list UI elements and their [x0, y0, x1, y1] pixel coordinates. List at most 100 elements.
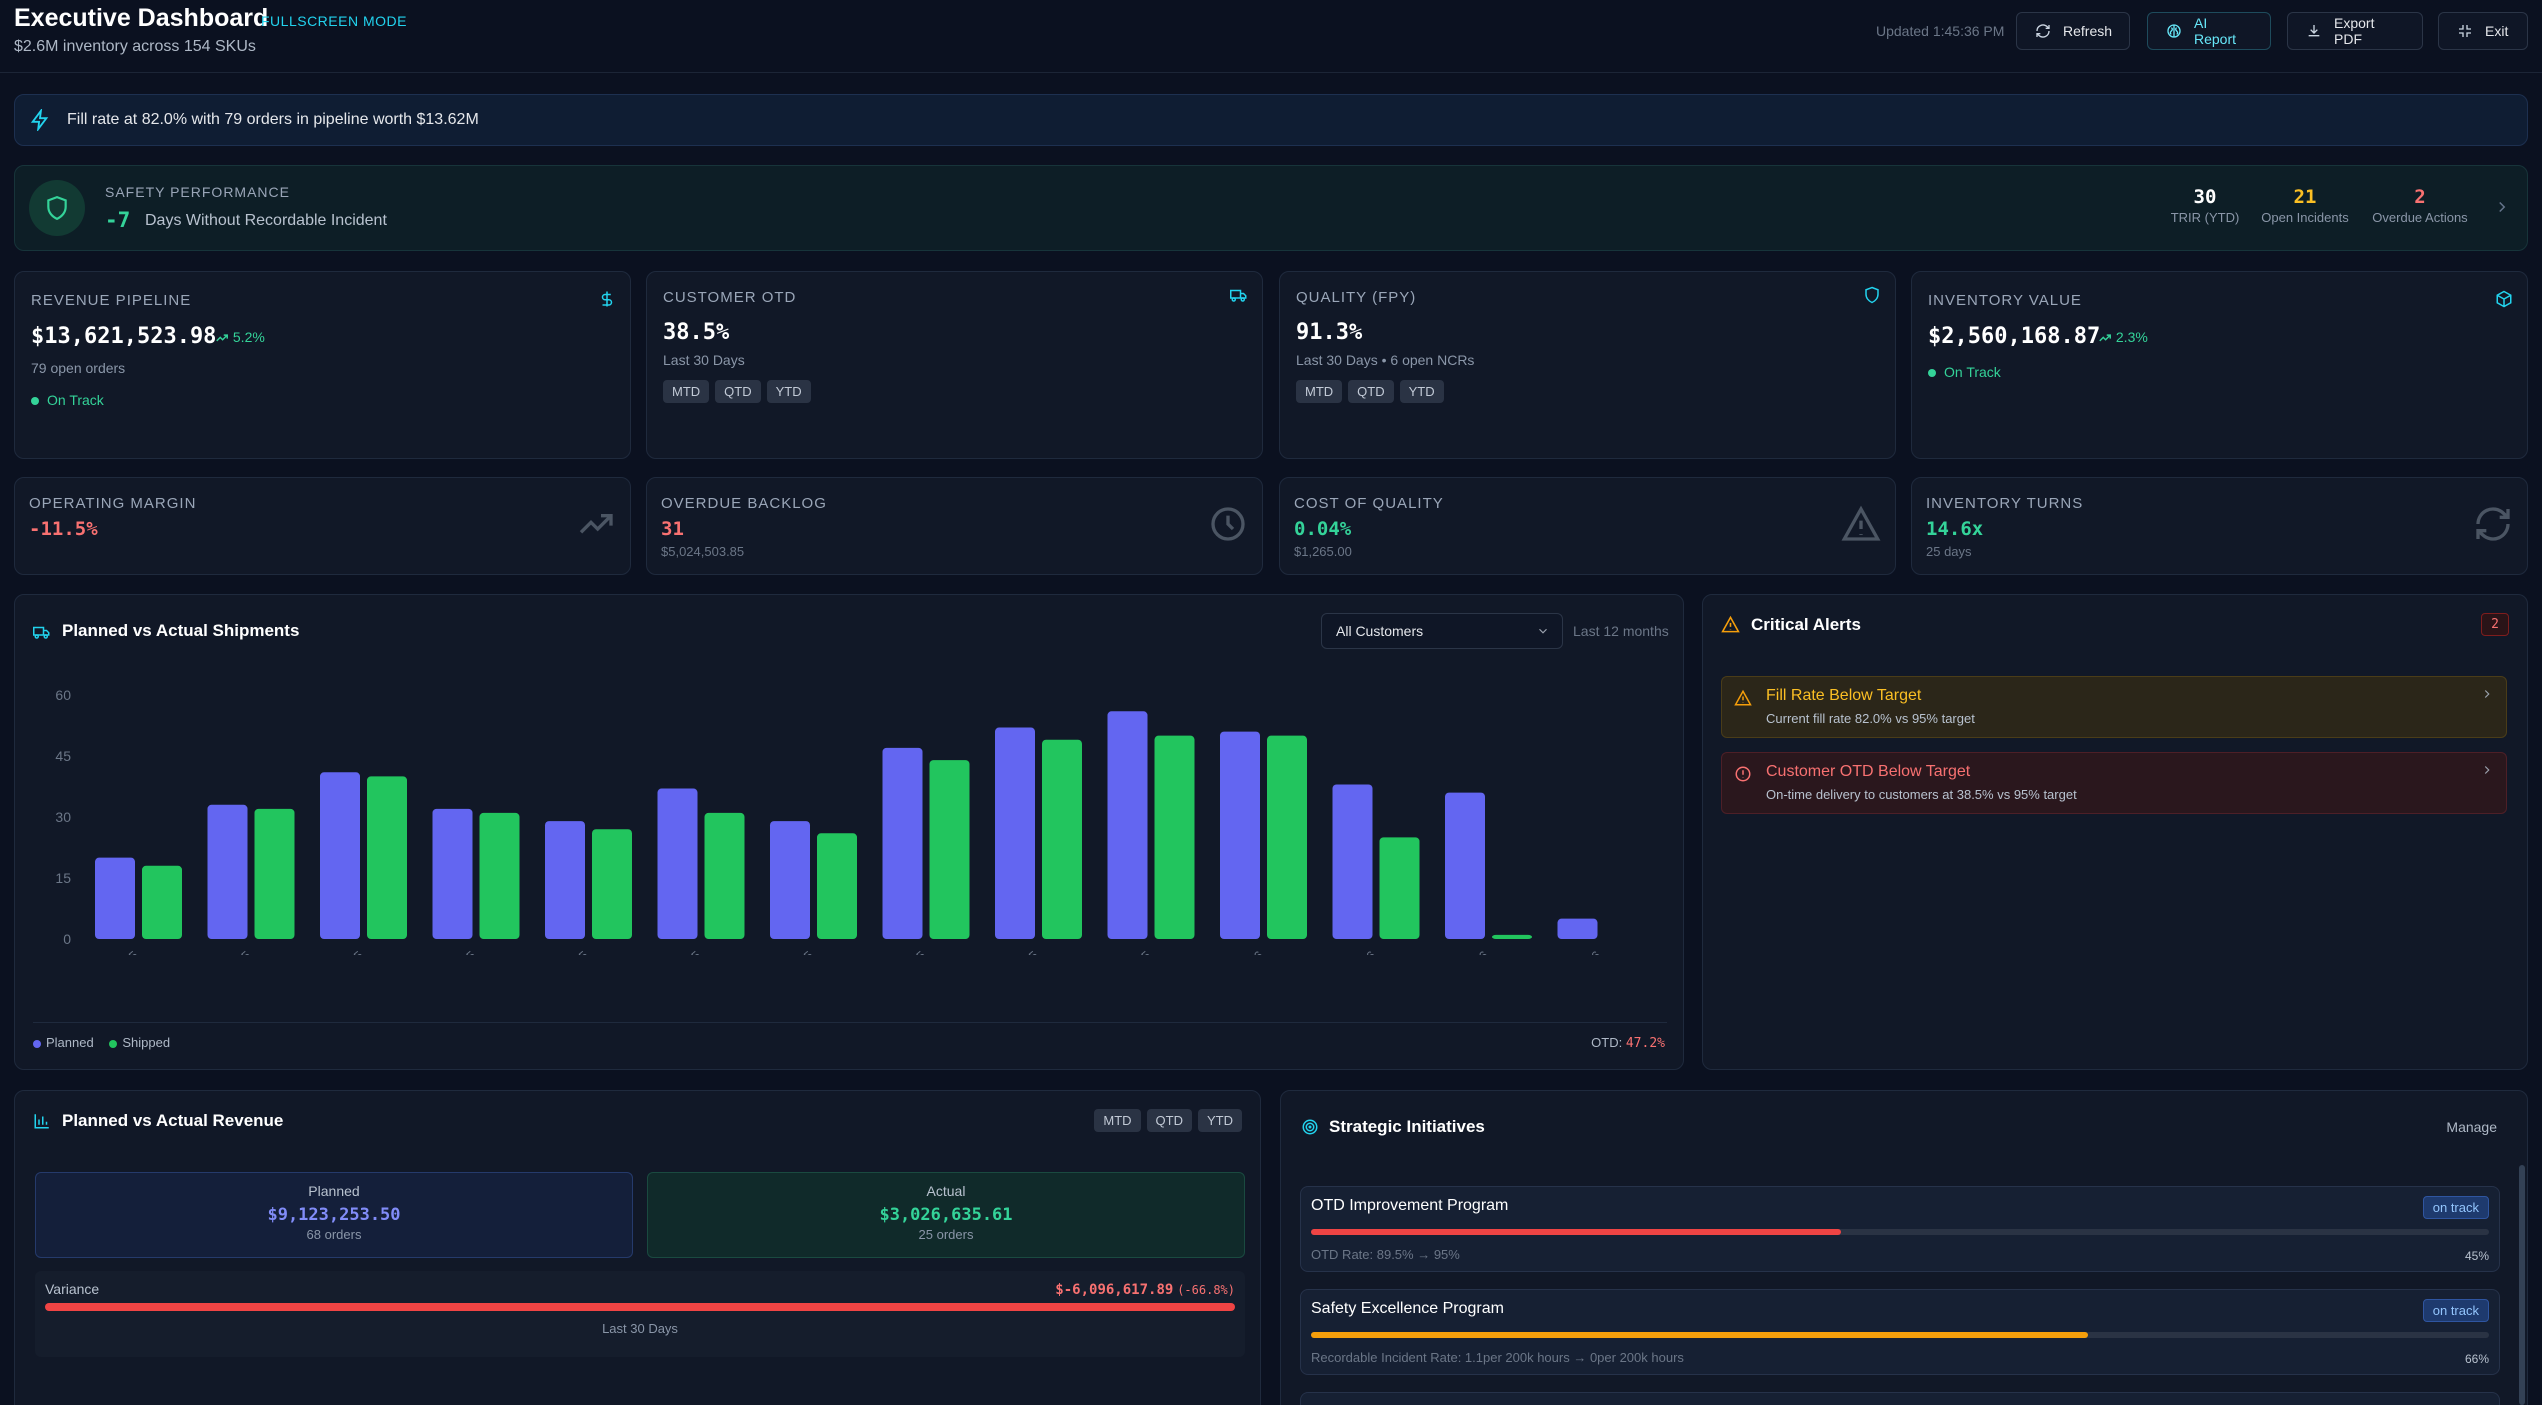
refresh-icon [2035, 23, 2051, 39]
bar-shipped[interactable] [1154, 735, 1195, 939]
chart-range-label: Last 12 months [1573, 623, 1669, 639]
inventory-value-value: $2,560,168.87 [1928, 324, 2101, 349]
critical-alerts-card: Critical Alerts 2 Fill Rate Below Target… [1702, 594, 2528, 1070]
pill-ytd[interactable]: YTD [1198, 1109, 1242, 1132]
fullscreen-mode-badge: FULLSCREEN MODE [261, 13, 407, 29]
bar-planned[interactable] [770, 821, 810, 939]
bar-shipped[interactable] [1492, 934, 1532, 939]
bar-planned[interactable] [320, 772, 360, 939]
operating-margin-card[interactable]: OPERATING MARGIN -11.5% [14, 477, 631, 575]
customer-filter-select[interactable]: All Customers [1321, 613, 1563, 649]
truck-icon [1230, 286, 1248, 304]
pill-ytd[interactable]: YTD [1399, 380, 1444, 403]
bar-shipped[interactable] [1379, 837, 1420, 939]
refresh-button[interactable]: Refresh [2016, 12, 2130, 50]
inventory-trend-value: 2.3% [2115, 329, 2148, 345]
pill-qtd[interactable]: QTD [1146, 1109, 1192, 1132]
overdue-backlog-amount: $5,024,503.85 [661, 544, 745, 559]
customer-otd-card[interactable]: CUSTOMER OTD 38.5% Last 30 Days MTD QTD YT… [646, 271, 1263, 459]
initiative-name: Safety Excellence Program [1311, 1300, 1504, 1317]
customer-otd-period: Last 30 Days [663, 352, 745, 368]
bar-shipped[interactable] [592, 829, 632, 939]
initiative-progress-track [1311, 1229, 2489, 1235]
bar-shipped[interactable] [254, 808, 295, 939]
critical-alerts-title: Critical Alerts [1751, 615, 1861, 634]
bar-shipped[interactable] [817, 833, 857, 939]
initiative-partial[interactable] [1300, 1392, 2500, 1405]
days-without-incident-label: Days Without Recordable Incident [145, 212, 387, 229]
bar-planned[interactable] [95, 857, 135, 939]
x-tick-label: Oct 2025 [878, 948, 928, 955]
bar-planned[interactable] [432, 808, 473, 939]
alert-fill-rate[interactable]: Fill Rate Below Target Current fill rate… [1721, 676, 2507, 738]
initiative-safety-excellence[interactable]: Safety Excellence Program on track Recor… [1300, 1289, 2500, 1375]
alert-customer-otd-title: Customer OTD Below Target [1766, 763, 1971, 780]
initiatives-scrollbar[interactable] [2519, 1165, 2525, 1405]
bar-shipped[interactable] [1267, 735, 1307, 939]
pill-qtd[interactable]: QTD [715, 380, 761, 403]
cost-of-quality-amount: $1,265.00 [1294, 544, 1352, 559]
pill-ytd[interactable]: YTD [766, 380, 811, 403]
exit-button[interactable]: Exit [2438, 12, 2528, 50]
revenue-pipeline-card[interactable]: REVENUE PIPELINE $13,621,523.98 5.2% 79 … [14, 271, 631, 459]
bar-planned[interactable] [1107, 711, 1148, 939]
otd-period-pills: MTD QTD YTD [663, 380, 817, 403]
chart-divider [33, 1022, 1667, 1023]
bar-planned[interactable] [1220, 731, 1260, 939]
revenue-trend: 5.2% [215, 329, 265, 345]
operating-margin-label: OPERATING MARGIN [29, 495, 197, 512]
bar-planned[interactable] [657, 788, 698, 939]
initiative-detail: Recordable Incident Rate: 1.1per 200k ho… [1311, 1350, 1684, 1365]
manage-initiatives-button[interactable]: Manage [2446, 1119, 2497, 1135]
truck-icon [33, 623, 51, 641]
planned-revenue-box: Planned $9,123,253.50 68 orders [35, 1172, 633, 1258]
variance-bar [45, 1303, 1235, 1311]
package-icon [2495, 290, 2513, 308]
customer-otd-label: CUSTOMER OTD [663, 289, 797, 306]
inventory-value-card[interactable]: INVENTORY VALUE $2,560,168.87 2.3% On Tr… [1911, 271, 2528, 459]
y-tick-label: 15 [55, 870, 71, 886]
open-incidents-stat: 21 Open Incidents [2255, 186, 2355, 225]
trending-up-icon [576, 504, 616, 544]
pill-mtd[interactable]: MTD [1296, 380, 1343, 403]
bar-planned[interactable] [882, 747, 923, 939]
bar-planned[interactable] [1445, 792, 1485, 939]
initiative-name: OTD Improvement Program [1311, 1197, 1509, 1214]
bar-shipped[interactable] [479, 812, 520, 939]
bar-planned[interactable] [207, 804, 248, 939]
bar-shipped[interactable] [1042, 739, 1082, 939]
refresh-cycle-icon [2473, 504, 2513, 544]
chart-legend: Planned Shipped [33, 1035, 170, 1050]
bar-shipped[interactable] [929, 760, 970, 939]
ai-report-button[interactable]: AI Report [2147, 12, 2271, 50]
safety-performance-card[interactable]: SAFETY PERFORMANCE -7 Days Without Recor… [14, 165, 2528, 251]
x-tick-label: May 2025 [313, 948, 366, 955]
x-tick-label: Apr 2026 [1553, 948, 1603, 955]
bar-planned[interactable] [995, 727, 1035, 939]
pill-mtd[interactable]: MTD [1094, 1109, 1141, 1132]
overdue-backlog-card[interactable]: OVERDUE BACKLOG 31 $5,024,503.85 [646, 477, 1263, 575]
export-pdf-button[interactable]: Export PDF [2287, 12, 2423, 50]
revenue-panel-card: Planned vs Actual Revenue MTD QTD YTD Plan… [14, 1090, 1261, 1405]
page-subtitle: $2.6M inventory across 154 SKUs [14, 38, 256, 55]
pill-qtd[interactable]: QTD [1348, 380, 1394, 403]
export-pdf-label: Export PDF [2334, 15, 2375, 47]
shipments-chart-card: Planned vs Actual Shipments All Customer… [14, 594, 1684, 1070]
bar-planned[interactable] [1332, 784, 1373, 939]
initiative-progress-label: 66% [2464, 1352, 2489, 1366]
alert-customer-otd[interactable]: Customer OTD Below Target On-time delive… [1721, 752, 2507, 814]
inventory-turns-card[interactable]: INVENTORY TURNS 14.6x 25 days [1911, 477, 2528, 575]
bar-shipped[interactable] [142, 865, 182, 939]
bar-planned[interactable] [1557, 918, 1598, 939]
bar-shipped[interactable] [704, 812, 745, 939]
overdue-actions-label: Overdue Actions [2372, 210, 2468, 225]
status-dot [31, 397, 39, 406]
bar-planned[interactable] [545, 821, 585, 939]
quality-fpy-card[interactable]: QUALITY (FPY) 91.3% Last 30 Days • 6 ope… [1279, 271, 1896, 459]
pill-mtd[interactable]: MTD [663, 380, 710, 403]
initiative-otd-improvement[interactable]: OTD Improvement Program on track OTD Rat… [1300, 1186, 2500, 1272]
x-tick-label: Aug 2025 [651, 948, 703, 955]
bar-shipped[interactable] [367, 776, 407, 939]
cost-of-quality-card[interactable]: COST OF QUALITY 0.04% $1,265.00 [1279, 477, 1896, 575]
target-icon [1301, 1118, 1319, 1136]
